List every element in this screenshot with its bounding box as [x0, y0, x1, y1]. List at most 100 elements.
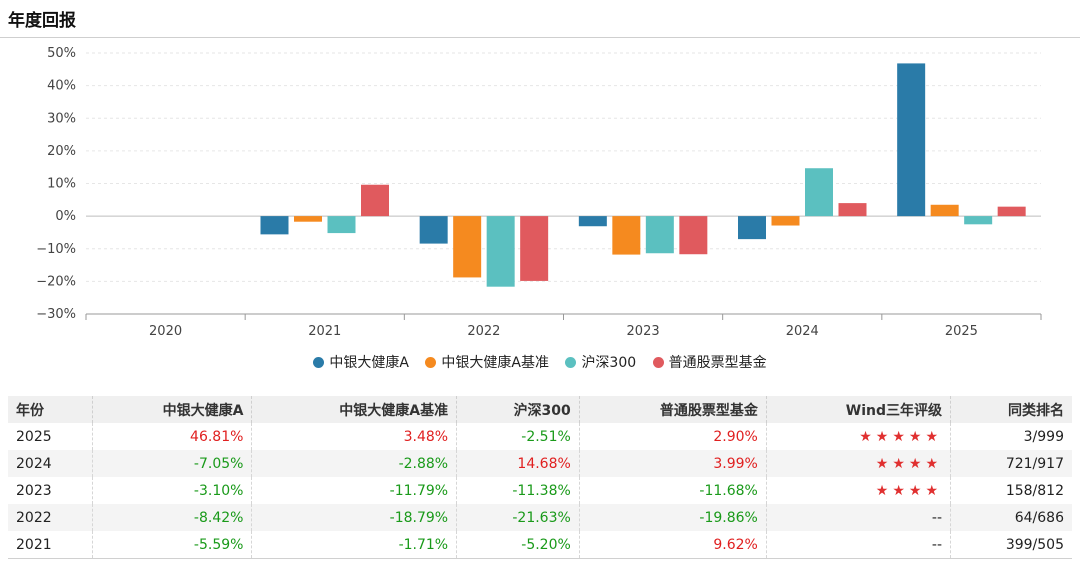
cell-rating-stars: ★★★★★	[765, 423, 951, 450]
bar	[930, 204, 959, 217]
cell-rating-stars: --	[765, 504, 951, 531]
bar	[964, 216, 993, 225]
header-benchmark[interactable]: 中银大健康A基准	[251, 396, 457, 423]
bar	[738, 216, 766, 240]
table-row: 2024 -7.05% -2.88% 14.68% 3.99% ★★★★ 721…	[8, 450, 1072, 477]
header-year[interactable]: 年份	[8, 396, 93, 423]
cell-benchmark-return: 3.48%	[251, 423, 457, 450]
bar	[294, 216, 322, 222]
bar	[612, 216, 641, 255]
chart-legend: 中银大健康A 中银大健康A基准 沪深300 普通股票型基金	[0, 352, 1080, 372]
header-peer-funds[interactable]: 普通股票型基金	[578, 396, 767, 423]
y-tick-label: 20%	[47, 144, 76, 159]
y-tick-label: −10%	[36, 242, 76, 257]
cell-rating-stars: ★★★★	[765, 450, 951, 477]
legend-label-hs300: 沪深300	[581, 355, 637, 371]
x-tick-label: 2022	[467, 324, 500, 339]
x-tick-label: 2025	[945, 324, 978, 339]
table-row: 2021 -5.59% -1.71% -5.20% 9.62% -- 399/5…	[8, 531, 1072, 559]
cell-peer-rank: 3/999	[950, 423, 1072, 450]
legend-dot-hs300	[565, 357, 577, 368]
cell-peer-return: 3.99%	[578, 450, 767, 477]
cell-benchmark-return: -18.79%	[251, 504, 457, 531]
y-tick-label: 40%	[47, 79, 76, 94]
cell-hs300-return: 14.68%	[456, 450, 580, 477]
bar	[260, 216, 289, 235]
y-tick-label: 30%	[47, 111, 76, 126]
cell-hs300-return: -11.38%	[456, 477, 580, 504]
y-tick-label: −30%	[36, 307, 76, 322]
legend-item-benchmark[interactable]: 中银大健康A基准	[425, 352, 549, 372]
bar	[327, 216, 356, 234]
annual-return-table: 年份 中银大健康A 中银大健康A基准 沪深300 普通股票型基金 Wind三年评…	[8, 396, 1072, 559]
legend-item-hs300[interactable]: 沪深300	[565, 352, 636, 372]
bar	[486, 216, 515, 287]
cell-hs300-return: -2.51%	[456, 423, 580, 450]
bar	[897, 63, 926, 217]
table-row: 2022 -8.42% -18.79% -21.63% -19.86% -- 6…	[8, 504, 1072, 531]
cell-hs300-return: -21.63%	[456, 504, 580, 531]
cell-hs300-return: -5.20%	[456, 531, 580, 559]
header-hs300[interactable]: 沪深300	[456, 396, 580, 423]
cell-peer-return: -19.86%	[578, 504, 767, 531]
legend-label-benchmark: 中银大健康A基准	[441, 355, 549, 371]
bar	[838, 203, 867, 217]
legend-dot-fund	[313, 357, 325, 368]
x-tick-label: 2024	[786, 324, 819, 339]
bar	[771, 216, 800, 226]
cell-fund-return: -8.42%	[92, 504, 252, 531]
cell-peer-rank: 158/812	[950, 477, 1072, 504]
y-tick-label: −20%	[36, 274, 76, 289]
cell-benchmark-return: -2.88%	[251, 450, 457, 477]
cell-peer-rank: 721/917	[950, 450, 1072, 477]
title-divider	[0, 37, 1080, 38]
header-wind-rating[interactable]: Wind三年评级	[765, 396, 951, 423]
cell-peer-rank: 399/505	[950, 531, 1072, 559]
table-row: 2025 46.81% 3.48% -2.51% 2.90% ★★★★★ 3/9…	[8, 423, 1072, 450]
y-tick-label: 50%	[47, 46, 76, 61]
cell-benchmark-return: -1.71%	[251, 531, 457, 559]
cell-year: 2022	[8, 504, 93, 531]
header-fund[interactable]: 中银大健康A	[92, 396, 252, 423]
page-title: 年度回报	[8, 11, 76, 31]
cell-peer-rank: 64/686	[950, 504, 1072, 531]
annual-return-bar-chart: 50% 40% 30% 20% 10% 0% −10% −20% −30% 2020 2021 202…	[36, 46, 1042, 339]
cell-peer-return: 2.90%	[578, 423, 767, 450]
cell-year: 2023	[16, 482, 52, 499]
cell-year: 2025	[16, 428, 52, 445]
legend-item-peer-funds[interactable]: 普通股票型基金	[652, 352, 767, 372]
cell-rating-stars: --	[765, 531, 951, 559]
cell-fund-return: -7.05%	[92, 450, 252, 477]
table-row: 2023 -3.10% -11.79% -11.38% -11.68% ★★★★…	[8, 477, 1072, 504]
bar	[997, 206, 1026, 217]
cell-peer-return: -11.68%	[578, 477, 767, 504]
cell-rating-stars: ★★★★	[765, 477, 951, 504]
legend-label-peer-funds: 普通股票型基金	[668, 355, 767, 371]
table-header-row: 年份 中银大健康A 中银大健康A基准 沪深300 普通股票型基金 Wind三年评…	[8, 396, 1072, 423]
y-tick-label: 10%	[47, 177, 76, 192]
legend-dot-benchmark	[425, 357, 437, 368]
cell-fund-return: 46.81%	[92, 423, 252, 450]
x-tick-label: 2023	[627, 324, 660, 339]
cell-peer-return: 9.62%	[578, 531, 767, 559]
bar	[419, 216, 448, 244]
bar	[361, 184, 389, 217]
bar	[805, 168, 833, 217]
cell-fund-return: -5.59%	[92, 531, 252, 559]
cell-year: 2024	[8, 450, 93, 477]
legend-label-fund: 中银大健康A	[329, 355, 409, 371]
bar	[453, 216, 482, 278]
cell-fund-return: -3.10%	[92, 477, 252, 504]
bar	[645, 216, 674, 254]
bar	[679, 216, 708, 255]
header-peer-rank[interactable]: 同类排名	[950, 396, 1072, 423]
x-tick-label: 2020	[149, 324, 182, 339]
bar	[520, 216, 549, 281]
bar	[578, 216, 607, 227]
x-tick-label: 2021	[308, 324, 341, 339]
cell-year: 2021	[8, 531, 93, 559]
legend-dot-peer-funds	[652, 357, 664, 368]
cell-benchmark-return: -11.79%	[251, 477, 457, 504]
y-tick-label: 0%	[55, 209, 76, 224]
legend-item-fund[interactable]: 中银大健康A	[313, 352, 409, 372]
